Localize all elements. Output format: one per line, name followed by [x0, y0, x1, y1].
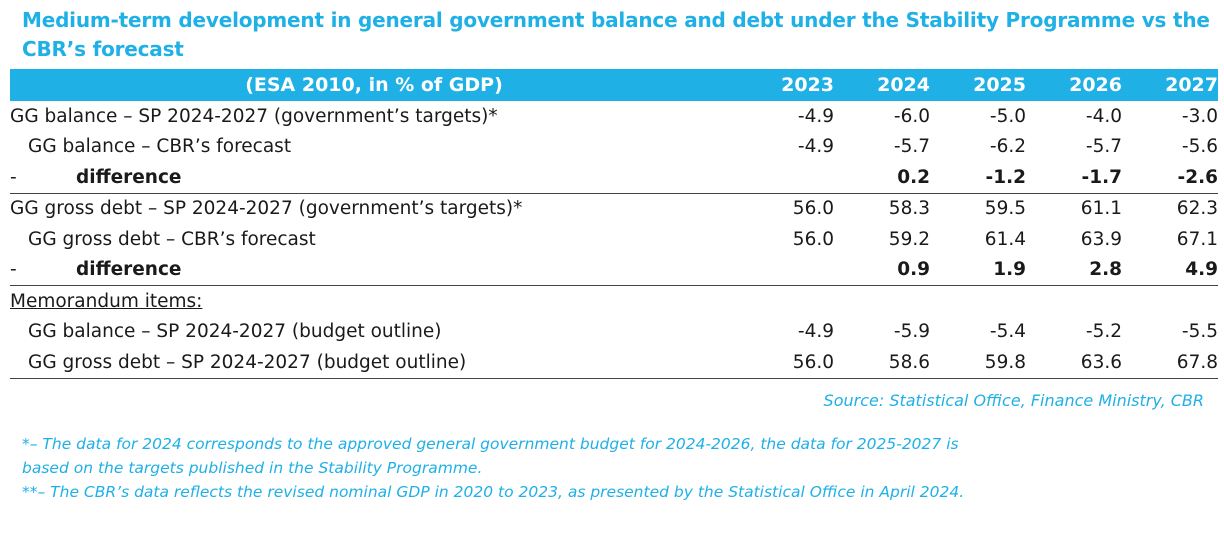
cell-value: 67.1	[1176, 228, 1218, 250]
memo-header-row: Memorandum items:	[10, 285, 1218, 317]
cell-value: 62.3	[1122, 192, 1218, 224]
cell-value	[738, 255, 834, 286]
cell-value: 56.0	[738, 192, 834, 224]
row-label: GG gross debt – CBR’s forecast	[28, 228, 316, 250]
table-row: GG gross debt – CBR’s forecast 56.0 59.2…	[10, 224, 1218, 255]
cell-value: 0.2	[897, 166, 930, 188]
cell-value: 58.6	[834, 347, 930, 379]
cell-value: -4.9	[797, 321, 834, 343]
table-row: GG balance – SP 2024-2027 (government’s …	[10, 101, 1218, 132]
cell-value: -5.2	[1085, 321, 1122, 343]
cell-value: 63.6	[1026, 347, 1122, 379]
source-note: Source: Statistical Office, Finance Mini…	[823, 391, 1204, 410]
cell-value: -5.9	[893, 321, 930, 343]
difference-label: difference	[76, 259, 182, 281]
cell-value	[738, 162, 834, 193]
table-row: GG gross debt – SP 2024-2027 (government…	[10, 192, 1218, 224]
footnote-2: **– The CBR’s data reflects the revised …	[22, 483, 965, 501]
cell-value: 67.8	[1122, 347, 1218, 379]
table-header-row: (ESA 2010, in % of GDP) 2023 2024 2025 2…	[10, 69, 1218, 101]
row-label: - difference	[10, 162, 738, 193]
table-row: GG gross debt – SP 2024-2027 (budget out…	[10, 347, 1218, 379]
cell-value: -5.7	[1085, 136, 1122, 158]
row-label: GG balance – SP 2024-2027 (budget outlin…	[28, 321, 442, 343]
dash-symbol: -	[10, 166, 17, 188]
footnote-1: *– The data for 2024 corresponds to the …	[22, 435, 959, 477]
row-label: GG balance – CBR’s forecast	[28, 136, 292, 158]
year-header: 2025	[930, 69, 1026, 101]
cell-value: -5.6	[1181, 136, 1218, 158]
cell-value: 2.8	[1089, 259, 1122, 281]
year-header: 2027	[1122, 69, 1218, 101]
cell-value: 56.0	[738, 347, 834, 379]
cell-value: 56.0	[792, 228, 834, 250]
memorandum-label: Memorandum items:	[10, 285, 738, 317]
cell-value: -1.7	[1081, 166, 1122, 188]
row-label: GG balance – SP 2024-2027 (government’s …	[10, 105, 498, 127]
cell-value: -2.6	[1177, 166, 1218, 188]
table-row: GG balance – SP 2024-2027 (budget outlin…	[10, 317, 1218, 348]
cell-value: 4.9	[1185, 259, 1218, 281]
fiscal-table: (ESA 2010, in % of GDP) 2023 2024 2025 2…	[10, 69, 1218, 379]
year-header: 2026	[1026, 69, 1122, 101]
cell-value: -5.0	[989, 105, 1026, 127]
row-label: GG gross debt – SP 2024-2027 (government…	[10, 192, 738, 224]
cell-value: 61.1	[1026, 192, 1122, 224]
cell-value: -6.2	[989, 136, 1026, 158]
footnotes: *– The data for 2024 corresponds to the …	[22, 432, 992, 504]
header-label: (ESA 2010, in % of GDP)	[10, 69, 738, 101]
cell-value: -6.0	[893, 105, 930, 127]
cell-value: 61.4	[984, 228, 1026, 250]
cell-value: 63.9	[1080, 228, 1122, 250]
cell-value: -5.7	[893, 136, 930, 158]
cell-value: 0.9	[897, 259, 930, 281]
cell-value: -5.5	[1181, 321, 1218, 343]
cell-value: 59.5	[930, 192, 1026, 224]
row-label: GG gross debt – SP 2024-2027 (budget out…	[10, 347, 738, 379]
table-row: GG balance – CBR’s forecast -4.9 -5.7 -6…	[10, 132, 1218, 163]
cell-value: 59.2	[888, 228, 930, 250]
table-row-difference: - difference 0.9 1.9 2.8 4.9	[10, 255, 1218, 286]
difference-label: difference	[76, 166, 182, 188]
cell-value: 59.8	[930, 347, 1026, 379]
dash-symbol: -	[10, 259, 17, 281]
cell-value: 58.3	[834, 192, 930, 224]
table-row-difference: - difference 0.2 -1.2 -1.7 -2.6	[10, 162, 1218, 193]
row-label: - difference	[10, 255, 738, 286]
page-title: Medium-term development in general gover…	[22, 8, 1210, 61]
cell-value: -1.2	[985, 166, 1026, 188]
cell-value: -4.9	[797, 105, 834, 127]
cell-value: -4.0	[1085, 105, 1122, 127]
cell-value: 1.9	[993, 259, 1026, 281]
cell-value: -5.4	[989, 321, 1026, 343]
year-header: 2024	[834, 69, 930, 101]
cell-value: -4.9	[797, 136, 834, 158]
year-header: 2023	[738, 69, 834, 101]
cell-value: -3.0	[1181, 105, 1218, 127]
